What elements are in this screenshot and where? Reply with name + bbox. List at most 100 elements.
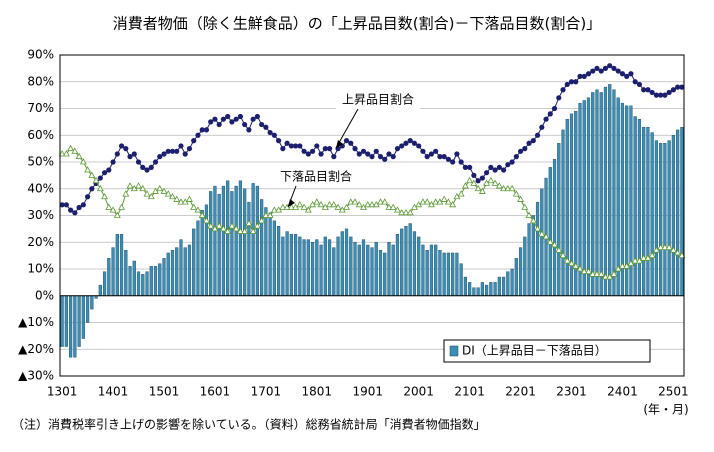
marker (304, 206, 312, 213)
x-tick-label: 1901 (352, 385, 383, 399)
marker (428, 151, 435, 157)
marker (568, 79, 575, 85)
marker (551, 105, 558, 112)
marker (389, 203, 397, 210)
bar (170, 250, 175, 296)
bar (60, 295, 64, 347)
marker (144, 167, 150, 173)
bar (289, 234, 293, 296)
marker (631, 257, 639, 264)
marker (416, 143, 422, 149)
marker (437, 154, 443, 160)
marker (450, 159, 456, 165)
y-tick-label: 50% (27, 155, 54, 169)
marker (398, 209, 406, 216)
bar (642, 127, 646, 296)
annotation: 上昇品目割合 (342, 92, 414, 107)
bar (535, 201, 540, 296)
marker (123, 146, 129, 152)
marker (284, 140, 290, 146)
marker (368, 200, 376, 208)
marker (186, 146, 193, 152)
marker (67, 144, 75, 152)
bar (404, 225, 408, 296)
marker (641, 87, 647, 93)
marker (390, 154, 396, 160)
marker (632, 79, 638, 85)
bar (680, 127, 684, 296)
marker (373, 148, 379, 154)
marker (618, 262, 626, 269)
bar (183, 247, 187, 296)
marker (68, 207, 74, 213)
bar (196, 220, 200, 296)
marker (525, 211, 533, 218)
bar (591, 92, 595, 296)
chart-title: 消費者物価（除く生鮮食品）の「上昇品目数(割合)－下落品目数(割合)」 (113, 15, 601, 33)
bar (115, 234, 119, 296)
marker (101, 192, 109, 200)
marker (160, 187, 168, 194)
x-tick-label: 2201 (505, 385, 536, 399)
marker (466, 176, 474, 184)
marker (492, 167, 498, 173)
bar (107, 258, 111, 296)
marker (334, 203, 342, 210)
bar (654, 140, 659, 296)
marker (457, 190, 465, 197)
marker (607, 63, 613, 69)
marker (470, 179, 478, 186)
bar (221, 185, 226, 296)
bar (336, 236, 340, 296)
bar (451, 252, 455, 296)
marker (403, 140, 409, 146)
bar (425, 250, 429, 296)
marker (198, 211, 206, 218)
bar (141, 274, 145, 296)
marker (432, 198, 440, 205)
marker (484, 170, 490, 176)
bar (327, 239, 332, 296)
marker (678, 251, 686, 259)
bar (400, 228, 404, 296)
bar (310, 242, 315, 296)
marker (670, 87, 676, 93)
bar (565, 118, 569, 296)
bar (438, 250, 442, 296)
marker (279, 203, 287, 210)
marker (135, 182, 143, 189)
marker (658, 92, 664, 98)
bar (514, 258, 518, 296)
bar (98, 284, 102, 296)
bar (455, 252, 459, 296)
marker (648, 251, 656, 259)
bar (73, 295, 77, 358)
marker (441, 154, 447, 160)
bar (595, 89, 599, 296)
bar (272, 220, 276, 296)
y-tick-label: 40% (27, 181, 54, 195)
marker (462, 164, 468, 170)
marker (365, 151, 371, 157)
bar (298, 236, 302, 296)
y-tick-label: 20% (27, 235, 54, 249)
marker (156, 184, 164, 192)
marker (178, 143, 184, 149)
x-axis-label: (年・月) (643, 403, 688, 417)
bar (81, 295, 85, 339)
marker (79, 158, 87, 165)
marker (611, 65, 617, 71)
marker (330, 200, 338, 208)
marker (97, 175, 103, 181)
marker (343, 138, 350, 144)
marker (665, 243, 673, 250)
marker (572, 262, 580, 269)
bar (217, 193, 221, 296)
x-tick-label: 2401 (607, 385, 638, 399)
annotation-bg (274, 168, 358, 186)
marker (573, 79, 579, 85)
marker (674, 249, 682, 256)
bar (497, 276, 501, 296)
marker (71, 147, 79, 154)
